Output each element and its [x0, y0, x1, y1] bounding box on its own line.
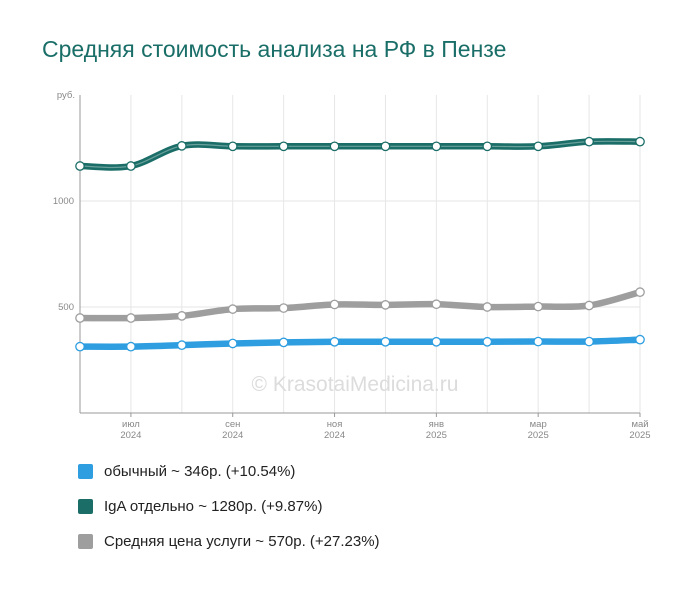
x-tick-label: май 2025 [629, 419, 650, 441]
legend-label: обычный ~ 346р. (+10.54%) [104, 462, 296, 480]
x-tick-labels: июл 2024 сен 2024 ноя 2024 янв 2025 мар 2025 май 20… [120, 413, 651, 441]
data-point [329, 299, 340, 310]
line-chart: руб. 500 1000 © KrasotaiMedicina.ru июл 20… [53, 90, 651, 441]
data-point [533, 336, 544, 347]
data-point [176, 340, 187, 351]
x-tick-label: мар 2025 [528, 419, 549, 441]
data-point [635, 136, 645, 147]
y-tick-label: 500 [58, 302, 74, 313]
series-line-1 [76, 288, 644, 322]
data-point [329, 336, 340, 347]
legend-item-iga[interactable]: IgA отдельно ~ 1280р. (+9.87%) [78, 497, 380, 515]
legend-label: IgA отдельно ~ 1280р. (+9.87%) [104, 497, 323, 515]
data-point [635, 334, 645, 345]
legend-swatch [78, 463, 93, 479]
legend-item-obychny[interactable]: обычный ~ 346р. (+10.54%) [78, 462, 380, 480]
legend-swatch [78, 498, 93, 514]
data-point [75, 161, 85, 171]
data-point [533, 301, 544, 312]
data-point [227, 304, 238, 314]
data-point [380, 300, 391, 310]
data-point [176, 311, 187, 321]
y-tick-label: 1000 [53, 196, 74, 207]
data-point [278, 337, 289, 348]
data-point [533, 141, 544, 152]
data-point [380, 336, 391, 347]
data-point [431, 299, 442, 310]
data-point [635, 287, 645, 298]
data-point [75, 313, 85, 323]
x-tick-label: янв 2025 [426, 419, 447, 441]
data-point [482, 336, 493, 347]
legend: обычный ~ 346р. (+10.54%) IgA отдельно ~… [78, 462, 380, 567]
data-point [431, 141, 442, 152]
data-point [126, 341, 136, 352]
data-point [329, 141, 340, 152]
data-point [584, 136, 594, 147]
y-axis-unit-label: руб. [57, 90, 75, 101]
data-point [227, 338, 238, 349]
data-point [584, 336, 594, 347]
data-point [126, 313, 136, 323]
data-point [126, 161, 136, 171]
x-tick-label: сен 2024 [222, 419, 243, 441]
data-point [380, 141, 391, 152]
data-point [482, 302, 493, 312]
watermark: © KrasotaiMedicina.ru [252, 373, 459, 396]
data-point [584, 300, 594, 311]
data-point [482, 141, 493, 152]
legend-swatch [78, 533, 93, 549]
data-point [431, 336, 442, 347]
data-point [278, 141, 289, 152]
x-tick-label: ноя 2024 [324, 419, 345, 441]
data-point [278, 303, 289, 313]
series-line-2 [76, 336, 644, 351]
data-point [227, 141, 238, 152]
series [75, 136, 645, 352]
x-tick-label: июл 2024 [120, 419, 141, 441]
legend-item-average[interactable]: Средняя цена услуги ~ 570р. (+27.23%) [78, 532, 380, 550]
data-point [176, 141, 187, 151]
axes: руб. 500 1000 [53, 90, 640, 414]
legend-label: Средняя цена услуги ~ 570р. (+27.23%) [104, 532, 380, 550]
chart-title: Средняя стоимость анализа на РФ в Пензе [42, 36, 507, 62]
data-point [75, 341, 85, 352]
